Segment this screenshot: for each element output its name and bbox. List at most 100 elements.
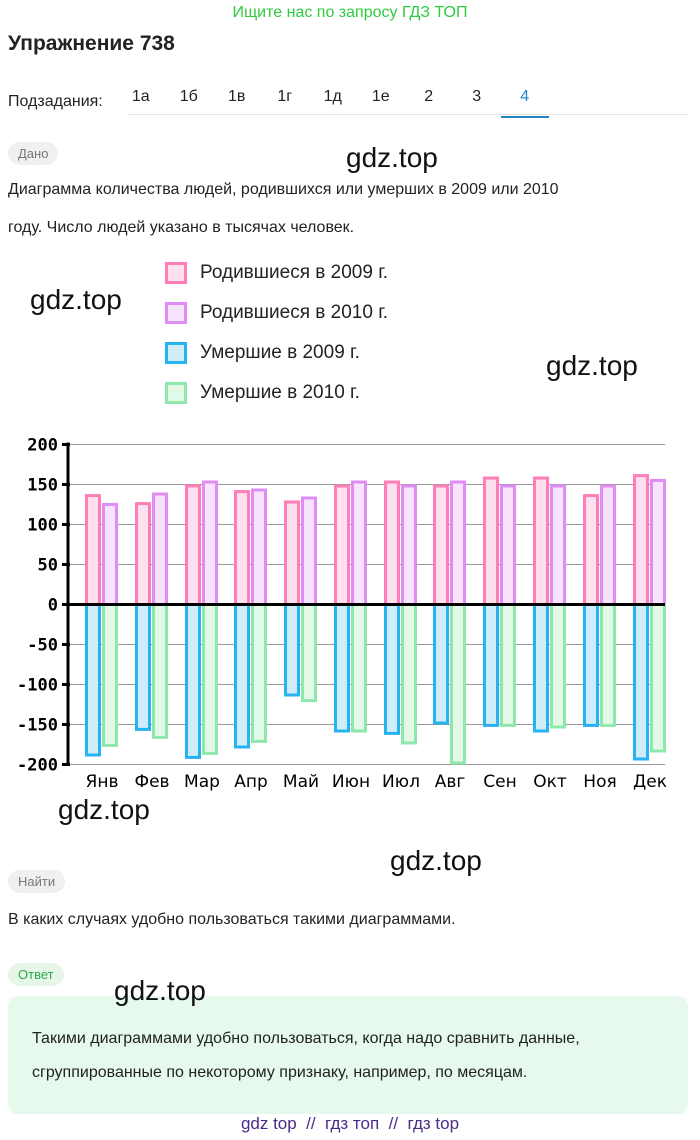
bar (650, 603, 666, 753)
promo-banner[interactable]: Ищите нас по запросу ГДЗ ТОП (232, 4, 468, 21)
given-text-1: Диаграмма количества людей, родившихся и… (8, 181, 559, 198)
given-text-2: году. Число людей указано в тысячах чело… (8, 219, 355, 236)
tab-subtask[interactable]: 1д (323, 88, 342, 105)
watermark: gdz.top (114, 975, 206, 1006)
bar (401, 603, 417, 745)
x-tick-label: Июл (382, 772, 420, 792)
watermark: gdz.top (346, 142, 438, 173)
y-tick-label: 50 (38, 556, 58, 576)
x-tick-label: Май (283, 772, 319, 792)
page-title: Упражнение 738 (8, 32, 175, 55)
bar (533, 603, 549, 733)
bar (234, 603, 250, 749)
answer-line-1: Такими диаграммами удобно пользоваться, … (32, 1030, 580, 1047)
bar (135, 502, 151, 607)
x-tick-label: Окт (533, 772, 567, 792)
bar (251, 488, 267, 606)
bar (583, 494, 599, 607)
y-tick-label: -200 (17, 756, 58, 776)
answer-badge: Ответ (8, 963, 64, 986)
tab-subtask[interactable]: 3 (472, 88, 482, 105)
legend-swatch (165, 262, 187, 284)
answer-line-2: сгруппированные по некоторому признаку, … (32, 1064, 528, 1081)
bar (351, 480, 367, 606)
bar (533, 476, 549, 606)
watermark: gdz.top (546, 350, 638, 381)
tab-subtask[interactable]: 1г (277, 88, 293, 105)
x-tick-label: Июн (332, 772, 370, 792)
legend-item: Умершие в 2010 г. (165, 382, 360, 404)
tab-subtask[interactable]: 1е (371, 88, 390, 105)
bar-chart: 200 150 100 50 0 -50 -100 -150 -200 Янв Фев Мар Апр М… (17, 436, 667, 793)
find-badge: Найти (8, 870, 66, 893)
y-tick-label: 150 (27, 476, 58, 496)
bar (251, 603, 267, 743)
bar (102, 502, 118, 606)
subtasks-nav: Подзадания: 1а 1б 1в 1г 1д 1е 2 3 4 (8, 86, 549, 118)
y-tick-label: 200 (27, 436, 58, 456)
legend-label: Родившиеся в 2009 г. (200, 262, 389, 283)
bar (152, 603, 168, 739)
bar (334, 484, 350, 606)
bar (483, 603, 499, 727)
y-tick-label: -50 (27, 636, 58, 656)
bar (102, 603, 118, 747)
bar (450, 480, 466, 606)
y-tick-label: 100 (27, 516, 58, 536)
watermark: gdz.top (390, 845, 482, 876)
legend-swatch (165, 382, 187, 404)
watermark: gdz.top (30, 284, 122, 315)
tab-subtask[interactable]: 1в (228, 88, 246, 105)
x-tick-label: Янв (86, 772, 119, 792)
x-tick-label: Ноя (583, 772, 616, 792)
y-tick-label: 0 (48, 596, 58, 616)
bar (135, 603, 151, 731)
bar (301, 603, 317, 703)
bar (384, 480, 400, 606)
y-tick-label: -100 (17, 676, 58, 696)
legend-item: Родившиеся в 2009 г. (165, 262, 388, 284)
bar (334, 603, 350, 733)
bar (433, 603, 449, 725)
answer-box: Такими диаграммами удобно пользоваться, … (8, 996, 688, 1114)
bar (633, 474, 649, 606)
tab-subtask[interactable]: 4 (500, 86, 549, 118)
bar (500, 484, 516, 606)
tab-subtask[interactable]: 1а (131, 88, 150, 105)
y-tick-label: -150 (17, 716, 58, 736)
watermark: gdz.top (58, 794, 150, 825)
bar (85, 603, 101, 757)
bar (633, 603, 649, 761)
bar (234, 490, 250, 607)
bar (351, 603, 367, 733)
footer-links[interactable]: gdz top // гдз топ // гдз top (240, 1114, 460, 1133)
bar (85, 494, 101, 607)
bar (185, 603, 201, 759)
tab-subtask[interactable]: 2 (424, 88, 434, 105)
bar (483, 476, 499, 606)
tab-subtask[interactable]: 1б (179, 88, 198, 105)
x-tick-label: Сен (483, 772, 516, 792)
legend-label: Родившиеся в 2010 г. (200, 302, 389, 323)
bar (284, 603, 300, 697)
find-text: В каких случаях удобно пользоваться таки… (8, 911, 456, 928)
bar (185, 484, 201, 606)
tabs-divider (128, 114, 688, 115)
bar (401, 484, 417, 606)
bar (301, 496, 317, 606)
bar (500, 603, 516, 727)
bar (433, 484, 449, 606)
bar (550, 603, 566, 729)
x-tick-label: Фев (134, 772, 169, 792)
x-tick-label: Апр (234, 772, 268, 792)
legend-item: Умершие в 2009 г. (165, 342, 360, 364)
x-tick-label: Авг (435, 772, 466, 792)
bar (600, 484, 616, 606)
legend-label: Умершие в 2010 г. (200, 382, 360, 403)
bar (450, 603, 466, 765)
bar (202, 480, 218, 606)
x-tick-label: Дек (633, 772, 667, 792)
bar (550, 484, 566, 606)
bar (583, 603, 599, 727)
legend-label: Умершие в 2009 г. (200, 342, 360, 363)
